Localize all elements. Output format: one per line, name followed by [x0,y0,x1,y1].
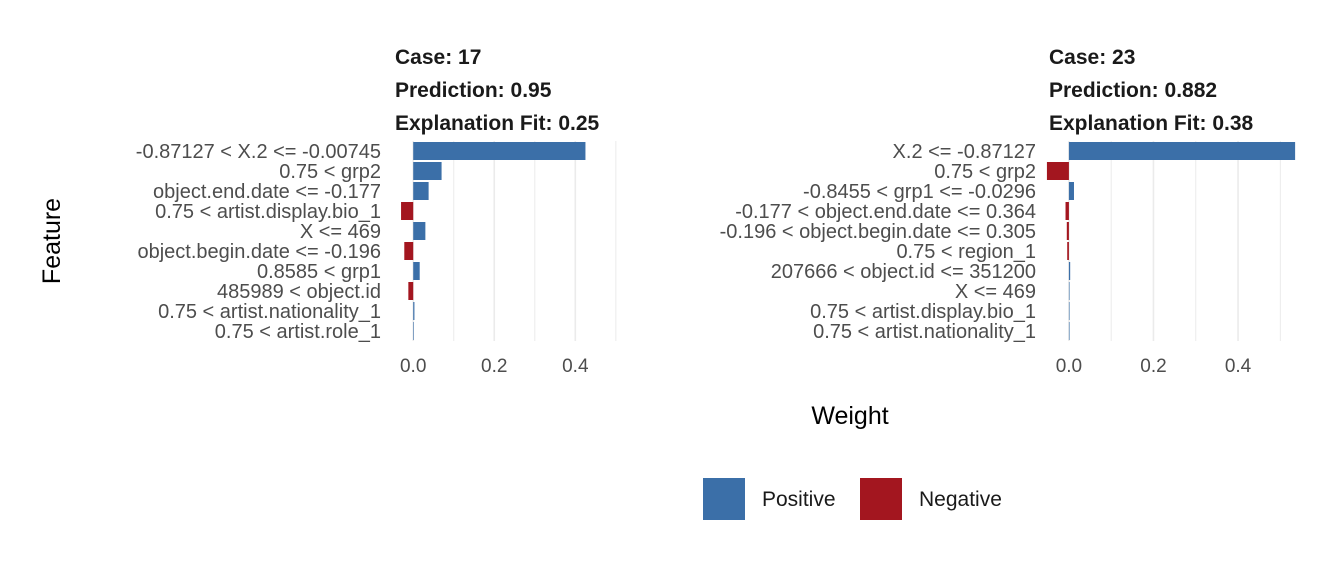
feature-label: X.2 <= -0.87127 [893,141,1036,163]
bar [1068,262,1071,280]
feature-label: 0.75 < artist.display.bio_1 [155,201,381,223]
feature-label: -0.177 < object.end.date <= 0.364 [735,201,1036,223]
bar [413,222,426,240]
x-tick-label: 0.4 [1225,356,1252,377]
bar [1046,162,1069,180]
feature-label: object.begin.date <= -0.196 [137,241,381,263]
x-tick-label: 0.4 [562,356,589,377]
bar [413,162,442,180]
bar [413,142,586,160]
gridlines [1068,141,1281,341]
gridlines [412,141,617,341]
bar [413,302,415,320]
bar [1065,202,1069,220]
y-axis-title: Feature [38,198,66,284]
feature-label: X <= 469 [955,281,1036,303]
bar [1066,222,1069,240]
bar [413,182,429,200]
bar [401,202,414,220]
bar [413,262,420,280]
feature-label: object.end.date <= -0.177 [153,181,381,203]
feature-label: 207666 < object.id <= 351200 [771,261,1036,283]
bar [1068,282,1070,300]
feature-label: 0.75 < grp2 [934,161,1036,183]
feature-label: -0.8455 < grp1 <= -0.0296 [803,181,1036,203]
legend-swatch-negative [860,478,902,520]
panel-title-line: Prediction: 0.882 [1049,79,1217,102]
bar [404,242,414,260]
bar [1068,322,1070,340]
feature-label: 0.75 < artist.nationality_1 [158,301,381,323]
bar [1068,142,1296,160]
x-tick-label: 0.0 [1056,356,1082,377]
feature-label: -0.87127 < X.2 <= -0.00745 [136,141,381,163]
panel-case-1: Case: 17 Prediction: 0.95 Explanation Fit:… [136,46,617,377]
feature-label: 0.75 < region_1 [896,241,1036,263]
x-tick-label: 0.2 [481,356,507,377]
feature-label: 0.75 < artist.role_1 [215,321,381,343]
bar [1068,182,1074,200]
feature-label: 0.75 < artist.nationality_1 [813,321,1036,343]
bar [1067,242,1069,260]
bar [408,282,414,300]
panel-title-line: Prediction: 0.95 [395,79,552,102]
feature-label: 0.75 < artist.display.bio_1 [810,301,1036,323]
feature-label: -0.196 < object.begin.date <= 0.305 [720,221,1036,243]
x-tick-label: 0.2 [1140,356,1166,377]
legend: Positive Negative [703,478,1002,520]
legend-swatch-positive [703,478,745,520]
panel-title-line: Case: 23 [1049,46,1135,69]
panel-case-2: Case: 23 Prediction: 0.882 Explanation Fit… [720,46,1296,377]
x-tick-label: 0.0 [400,356,426,377]
panel-title-line: Explanation Fit: 0.25 [395,112,600,135]
x-axis-title: Weight [811,402,888,430]
legend-label-positive: Positive [762,488,836,511]
panel-title-line: Case: 17 [395,46,481,69]
bar [1068,302,1070,320]
panel-title-line: Explanation Fit: 0.38 [1049,112,1254,135]
bar [413,322,414,340]
feature-label: X <= 469 [300,221,381,243]
feature-label: 485989 < object.id [217,281,381,303]
legend-label-negative: Negative [919,488,1002,511]
feature-label: 0.75 < grp2 [279,161,381,183]
feature-label: 0.8585 < grp1 [257,261,381,283]
